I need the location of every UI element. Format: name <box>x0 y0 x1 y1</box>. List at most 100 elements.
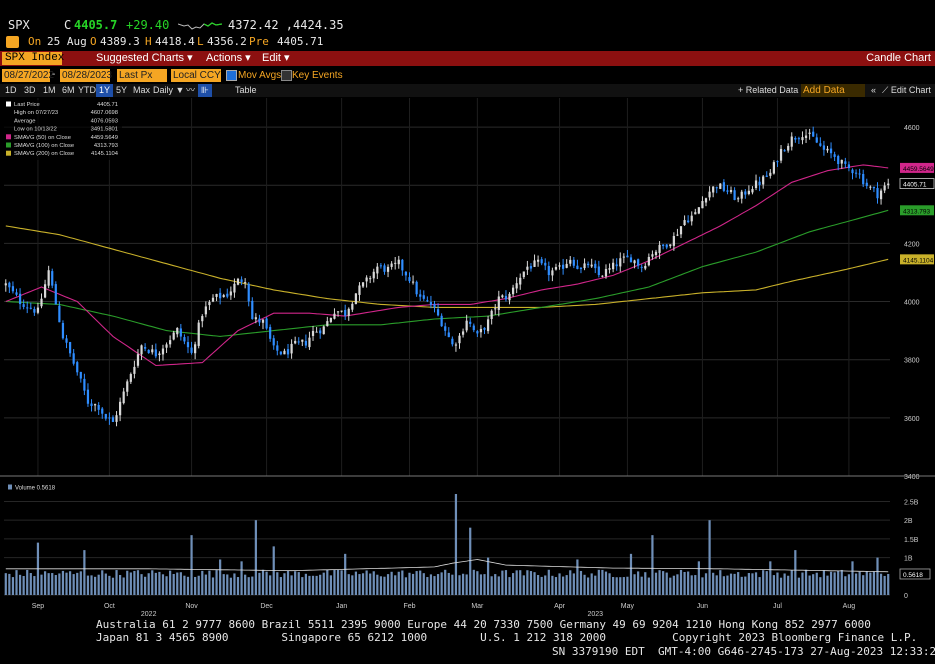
volume-bar <box>29 573 32 595</box>
candle-body <box>808 132 811 134</box>
candle-body <box>847 164 851 169</box>
low-label: L <box>197 35 204 48</box>
candle-body <box>883 185 886 191</box>
security-field[interactable]: SPX Index <box>2 52 64 65</box>
volume-bar <box>72 574 75 595</box>
candle-style-icon[interactable]: ⊪ <box>198 84 212 97</box>
range-1m[interactable]: 1M <box>43 85 56 95</box>
volume-bar <box>511 573 515 595</box>
volume-bar <box>604 571 608 595</box>
collapse-icon[interactable]: « <box>871 85 877 95</box>
volume-bars <box>4 494 890 595</box>
edit-chart-button[interactable]: ⟋ Edit Chart <box>882 85 931 95</box>
actions-button[interactable]: Actions ▾ <box>206 52 251 64</box>
volume-bar <box>294 571 297 595</box>
volume-bar <box>179 572 182 595</box>
volume-bar <box>629 553 633 595</box>
volume-bar <box>887 573 890 595</box>
candle-body <box>147 349 150 354</box>
volume-bar <box>219 559 222 595</box>
volume-bar <box>340 570 343 595</box>
candle-body <box>158 353 161 355</box>
line-style-icon[interactable]: 〰 <box>186 85 196 95</box>
volume-bar <box>161 574 165 595</box>
month-label: May <box>621 603 635 610</box>
price-tag <box>900 254 934 265</box>
table-button[interactable]: Table <box>235 85 257 95</box>
volume-bar <box>529 571 533 595</box>
key-events-label: Key Events <box>292 70 343 81</box>
candle-body <box>204 306 207 315</box>
volume-bar <box>265 571 268 595</box>
edit-button[interactable]: Edit ▾ <box>262 52 290 64</box>
candle-body <box>794 138 797 140</box>
volume-bar <box>404 577 408 595</box>
candle-body <box>269 327 272 339</box>
candle-body <box>876 188 879 199</box>
month-label: Dec <box>260 603 273 610</box>
candle-body <box>826 148 829 151</box>
volume-bar <box>415 571 418 595</box>
period-select[interactable]: Daily ▼ <box>153 85 185 95</box>
range-max[interactable]: Max <box>133 85 151 95</box>
candle-body <box>551 270 554 276</box>
range-3d[interactable]: 3D <box>24 85 36 95</box>
suggested-charts-button[interactable]: Suggested Charts ▾ <box>96 52 193 64</box>
end-date-field[interactable]: 08/28/2023 <box>60 69 113 82</box>
candle-body <box>308 337 311 348</box>
volume-bar <box>233 573 236 595</box>
candle-body <box>186 342 190 348</box>
volume-bar <box>808 575 811 595</box>
candle-body <box>304 340 307 346</box>
field-select[interactable]: Last Px <box>117 69 167 82</box>
candle-body <box>76 362 79 373</box>
price-chart[interactable]: 34003600380040004200440046004459.5649440… <box>0 98 935 618</box>
range-1y[interactable]: 1Y <box>96 84 114 97</box>
candle-body <box>472 325 475 331</box>
range-5y[interactable]: 5Y <box>116 85 128 95</box>
currency-select[interactable]: Local CCY <box>171 69 221 82</box>
volume-bar <box>136 570 140 595</box>
candle-body <box>676 234 679 236</box>
volume-bar <box>433 576 436 595</box>
mov-avgs-checkbox[interactable] <box>226 70 237 81</box>
range-1d[interactable]: 1D <box>5 85 17 95</box>
volume-bar <box>544 575 547 595</box>
candle-body <box>615 264 618 267</box>
volume-bar <box>111 577 115 595</box>
candle-body <box>115 415 118 422</box>
candle-body <box>737 198 740 200</box>
volume-bar <box>186 576 190 595</box>
key-events-checkbox[interactable] <box>281 70 292 81</box>
related-data-button[interactable]: + Related Data ▾ <box>738 85 805 95</box>
candle-body <box>687 220 690 223</box>
volume-bar <box>494 574 497 595</box>
candle-body <box>529 266 533 269</box>
volume-bar <box>712 572 715 595</box>
candlesticks <box>4 126 890 427</box>
candle-body <box>26 307 29 309</box>
range-6m[interactable]: 6M <box>62 85 75 95</box>
start-date-field[interactable]: 08/27/2022 <box>2 69 55 82</box>
candle-body <box>601 275 604 277</box>
candle-body <box>72 353 75 364</box>
candle-body <box>754 180 758 189</box>
volume-bar <box>526 570 529 595</box>
volume-bar <box>879 573 883 595</box>
price-tick-label: 3400 <box>904 474 920 481</box>
volume-axis: Volume 0.5618 0 1B 1.5B 2B 2.5B 0.5618 <box>5 482 931 600</box>
volume-bar <box>426 577 429 595</box>
candle-body <box>547 266 550 276</box>
candle-body <box>854 172 858 174</box>
candle-body <box>140 345 143 355</box>
legend-value: 4405.71 <box>97 102 118 108</box>
candle-body <box>18 293 22 305</box>
volume-bar <box>183 575 186 595</box>
volume-bar <box>322 572 325 595</box>
price-tag-label: 4405.71 <box>903 182 927 189</box>
volume-bar <box>754 572 758 595</box>
volume-bar <box>119 574 122 595</box>
add-data-field[interactable]: Add Data <box>801 84 865 97</box>
volume-bar <box>729 573 733 595</box>
range-ytd[interactable]: YTD <box>78 85 96 95</box>
